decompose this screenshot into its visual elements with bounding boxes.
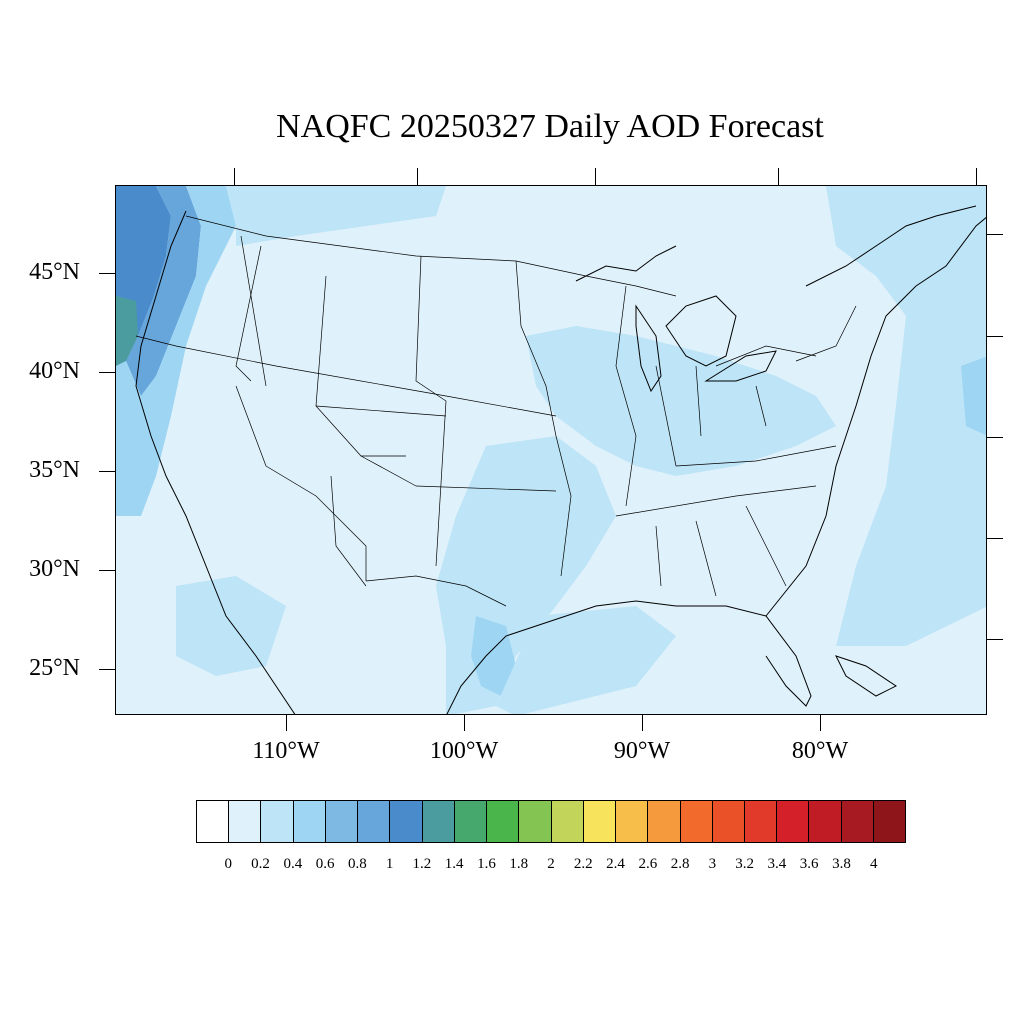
aod-region-west-coast-mid [126, 186, 201, 396]
lat-label-30: 30°N [29, 556, 80, 582]
right-tick [987, 437, 1003, 438]
right-tick [987, 538, 1003, 539]
lon-label-80: 80°W [791, 738, 849, 764]
legend-swatch [809, 801, 842, 842]
legend-label: 2 [547, 856, 555, 872]
aod-map [115, 185, 987, 715]
legend-swatch [616, 801, 649, 842]
legend-label: 3 [708, 856, 717, 872]
legend-label: 3.6 [799, 856, 819, 872]
left-tick [99, 669, 115, 670]
legend-label: 1 [385, 856, 394, 872]
top-tick [778, 168, 779, 185]
legend-label: 3.8 [832, 856, 851, 872]
legend-label: 1.8 [509, 856, 529, 872]
aod-region-pacific-light [116, 186, 236, 516]
top-tick [976, 168, 977, 185]
aod-map-svg [116, 186, 986, 714]
aod-region-northern-band [226, 186, 446, 246]
bottom-tick [820, 715, 821, 731]
legend-label: 0 [224, 856, 233, 872]
legend-swatch [744, 801, 778, 842]
legend-swatch [325, 801, 359, 842]
legend-label: 2.8 [670, 856, 690, 872]
bottom-tick [286, 715, 287, 731]
legend-label: 0.8 [347, 856, 367, 872]
lat-label-45: 45°N [29, 259, 80, 285]
legend-label: 0.6 [315, 856, 335, 872]
legend-label: 2.6 [638, 856, 658, 872]
left-tick [99, 372, 115, 373]
legend-swatch [454, 801, 488, 842]
legend-swatch [583, 801, 617, 842]
legend-swatch [680, 801, 713, 842]
lon-label-90: 90°W [613, 738, 671, 764]
right-tick [987, 639, 1003, 640]
legend-swatch [551, 801, 584, 842]
aod-region-gulf [496, 606, 676, 714]
legend-label: 1.6 [477, 856, 496, 872]
aod-region-midwest-band [526, 326, 836, 476]
legend-swatch [712, 801, 745, 842]
legend-label: 1.4 [444, 856, 464, 872]
legend-label: 4 [869, 856, 878, 872]
legend-swatch [358, 801, 391, 842]
top-tick [595, 168, 596, 185]
legend-swatch [293, 801, 326, 842]
aod-region-atlantic-mid [961, 356, 986, 436]
aod-region-south-texas [471, 616, 516, 696]
legend-label: 3.2 [735, 856, 754, 872]
lon-label-110: 110°W [252, 738, 320, 764]
bottom-tick [642, 715, 643, 731]
bottom-tick [464, 715, 465, 731]
legend-label: 0.2 [251, 856, 270, 872]
legend-label: 1.2 [412, 856, 432, 872]
right-tick [987, 234, 1003, 235]
legend-swatch [841, 801, 874, 842]
legend-label: 2.4 [606, 856, 625, 872]
state-boundaries [135, 215, 857, 607]
legend-swatch [487, 801, 520, 842]
left-tick [99, 273, 115, 274]
legend-swatch [261, 801, 294, 842]
legend-label: 0.4 [283, 856, 303, 872]
legend-swatch [648, 801, 681, 842]
legend-swatch [197, 801, 230, 842]
map-title: NAQFC 20250327 Daily AOD Forecast [276, 108, 824, 145]
lat-label-40: 40°N [29, 358, 80, 384]
aod-region-atlantic [826, 186, 986, 646]
legend-label: 2.2 [573, 856, 593, 872]
color-legend [196, 800, 906, 843]
left-tick [99, 471, 115, 472]
top-tick [417, 168, 418, 185]
aod-region-baja [176, 576, 286, 676]
lon-label-100: 100°W [429, 738, 499, 764]
lat-label-25: 25°N [29, 655, 80, 681]
legend-label: 3.4 [767, 856, 787, 872]
legend-swatch [229, 801, 262, 842]
aod-region-west-coast-green [116, 296, 138, 366]
right-tick [987, 336, 1003, 337]
legend-swatch [777, 801, 810, 842]
lat-label-35: 35°N [29, 457, 80, 483]
legend-swatch [422, 801, 455, 842]
legend-swatch [519, 801, 552, 842]
coastline [135, 205, 986, 714]
top-tick [234, 168, 235, 185]
legend-swatch [873, 801, 906, 842]
left-tick [99, 570, 115, 571]
legend-swatch [390, 801, 423, 842]
